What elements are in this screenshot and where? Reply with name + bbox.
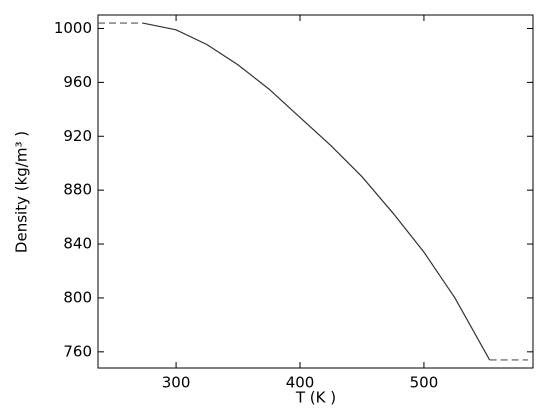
y-tick-label: 1000 [54,19,92,37]
x-tick-label: 300 [162,374,191,392]
y-tick-label: 840 [63,235,92,253]
x-tick-label: 400 [286,374,315,392]
plot-frame [97,14,534,369]
y-tick-label: 920 [63,127,92,145]
y-axis-label: Density (kg/m³ ) [13,131,31,253]
y-tick-label: 760 [63,342,92,360]
y-tick-label: 880 [63,181,92,199]
data-line [142,22,491,361]
y-tick-label: 800 [63,288,92,306]
x-tick-label: 500 [410,374,439,392]
x-axis-label: T (K ) [295,389,336,407]
y-tick-label: 960 [63,73,92,91]
